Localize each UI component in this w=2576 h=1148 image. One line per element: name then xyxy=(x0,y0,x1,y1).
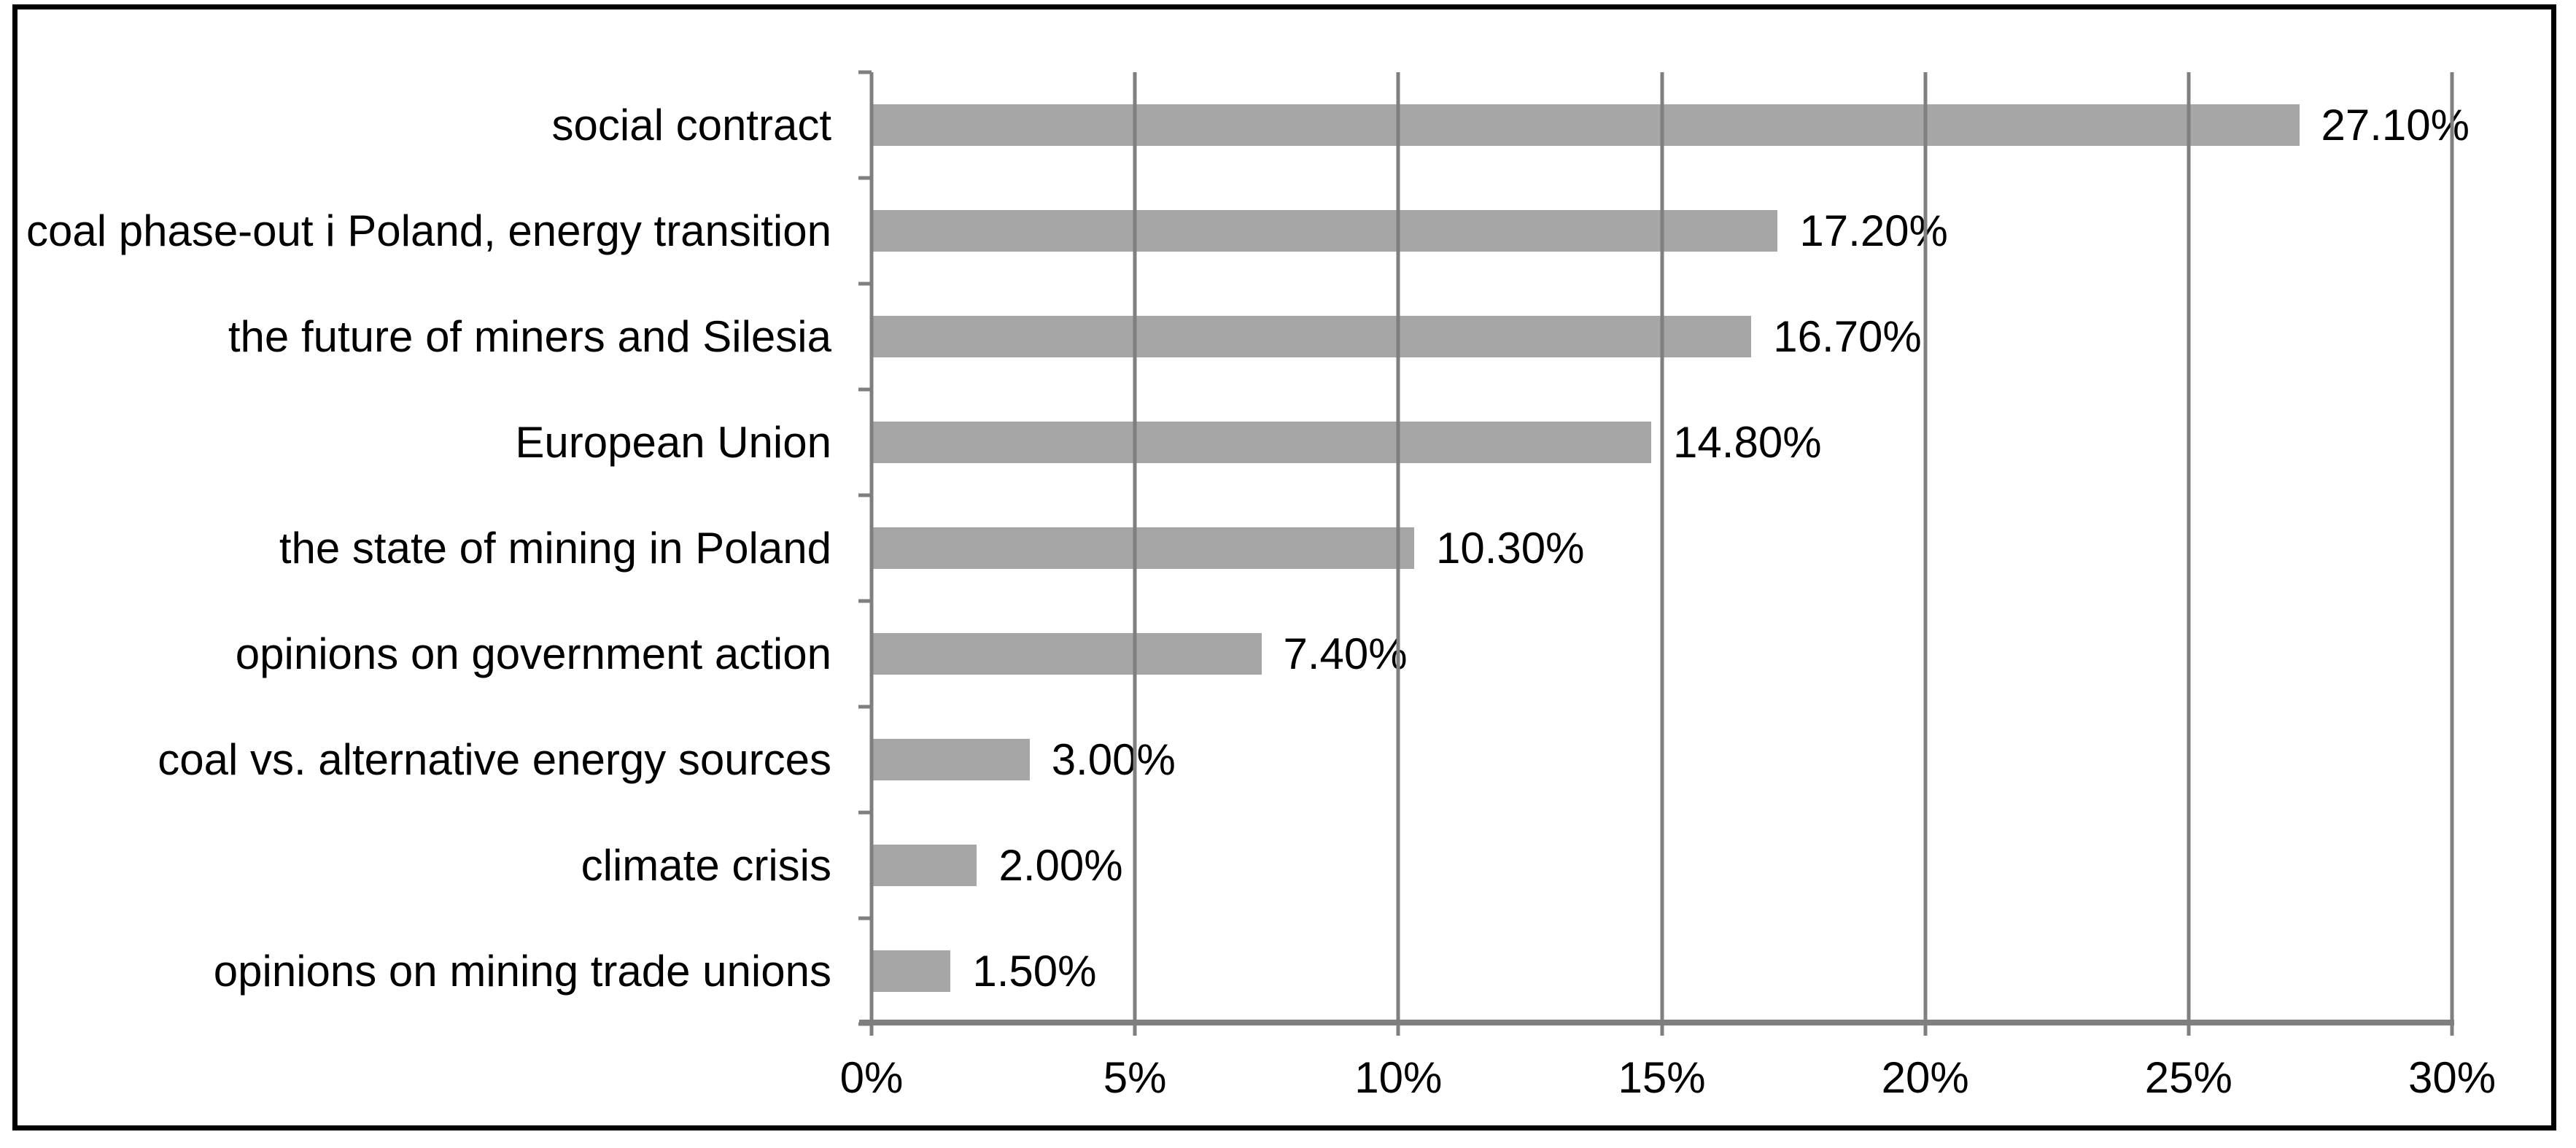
y-axis-tick xyxy=(858,387,872,392)
x-axis-tick xyxy=(2450,1023,2454,1036)
y-axis-tick xyxy=(858,70,872,74)
gridline xyxy=(1923,72,1928,1024)
bar-coal-phase-out xyxy=(872,210,1778,252)
category-label: opinions on mining trade unions xyxy=(213,946,831,996)
category-row: social contract 27.10% xyxy=(552,72,2470,178)
category-row: the future of miners and Silesia 16.70% xyxy=(228,284,2452,389)
bar-future-of-miners xyxy=(872,316,1752,357)
category-label: European Union xyxy=(515,417,831,467)
plot-area: social contract 27.10% coal phase-out i … xyxy=(26,70,2496,1100)
value-label: 7.40% xyxy=(1283,629,1408,678)
value-label: 14.80% xyxy=(1673,417,1822,467)
x-axis-tick xyxy=(2187,1023,2191,1036)
category-row: European Union 14.80% xyxy=(515,389,2452,495)
x-tick-label: 20% xyxy=(1881,1053,1969,1102)
value-label: 3.00% xyxy=(1051,734,1176,784)
x-axis-tick xyxy=(1133,1023,1137,1036)
y-axis-tick xyxy=(858,810,872,815)
x-tick-label: 30% xyxy=(2408,1053,2497,1102)
value-label: 10.30% xyxy=(1436,523,1585,573)
category-label: social contract xyxy=(551,100,832,150)
category-label: coal phase-out i Poland, energy transiti… xyxy=(26,206,831,255)
bar-climate-crisis xyxy=(872,845,977,886)
chart-frame-border xyxy=(12,4,2556,1130)
y-axis-tick xyxy=(858,1022,872,1026)
category-label: climate crisis xyxy=(581,840,831,890)
category-label: the state of mining in Poland xyxy=(279,523,831,573)
bar-coal-vs-alternative xyxy=(872,739,1030,780)
bar-european-union xyxy=(872,422,1652,463)
bar-social-contract xyxy=(872,104,2300,146)
category-row: opinions on mining trade unions 1.50% xyxy=(214,918,2452,1024)
gridline xyxy=(2450,72,2454,1024)
y-axis-tick xyxy=(858,176,872,180)
category-row: opinions on government action 7.40% xyxy=(236,601,2452,707)
y-axis-line xyxy=(869,72,874,1036)
gridline xyxy=(1133,72,1137,1024)
value-label: 27.10% xyxy=(2321,100,2470,150)
bar-government-action xyxy=(872,633,1262,675)
x-axis-tick xyxy=(1923,1023,1928,1036)
bar-mining-trade-unions xyxy=(872,950,951,992)
gridline xyxy=(1396,72,1400,1024)
bar-state-of-mining xyxy=(872,527,1414,569)
gridline xyxy=(2187,72,2191,1024)
category-row: coal vs. alternative energy sources 3.00… xyxy=(158,707,2452,812)
y-axis-tick xyxy=(858,916,872,920)
y-axis-tick xyxy=(858,599,872,603)
category-row: the state of mining in Poland 10.30% xyxy=(279,495,2452,601)
x-tick-label: 5% xyxy=(1103,1053,1167,1102)
x-tick-label: 15% xyxy=(1618,1053,1706,1102)
x-tick-label: 25% xyxy=(2144,1053,2232,1102)
category-row: climate crisis 2.00% xyxy=(581,812,2452,918)
y-axis-tick xyxy=(858,282,872,286)
bar-rows: social contract 27.10% coal phase-out i … xyxy=(26,72,2470,1024)
category-label: the future of miners and Silesia xyxy=(228,311,831,361)
x-tick-label: 10% xyxy=(1354,1053,1443,1102)
category-row: coal phase-out i Poland, energy transiti… xyxy=(26,178,2452,284)
x-axis-tick xyxy=(1396,1023,1400,1036)
y-axis-tick xyxy=(858,493,872,497)
gridline xyxy=(1660,72,1664,1024)
value-label: 2.00% xyxy=(998,840,1123,890)
category-label: opinions on government action xyxy=(235,629,831,678)
value-label: 17.20% xyxy=(1799,206,1948,255)
x-tick-label: 0% xyxy=(839,1053,904,1102)
category-label: coal vs. alternative energy sources xyxy=(158,734,831,784)
x-axis-line xyxy=(859,1020,2454,1025)
value-label: 16.70% xyxy=(1773,311,1922,361)
value-label: 1.50% xyxy=(972,946,1097,996)
x-axis-tick xyxy=(1660,1023,1664,1036)
y-axis-tick xyxy=(858,705,872,709)
